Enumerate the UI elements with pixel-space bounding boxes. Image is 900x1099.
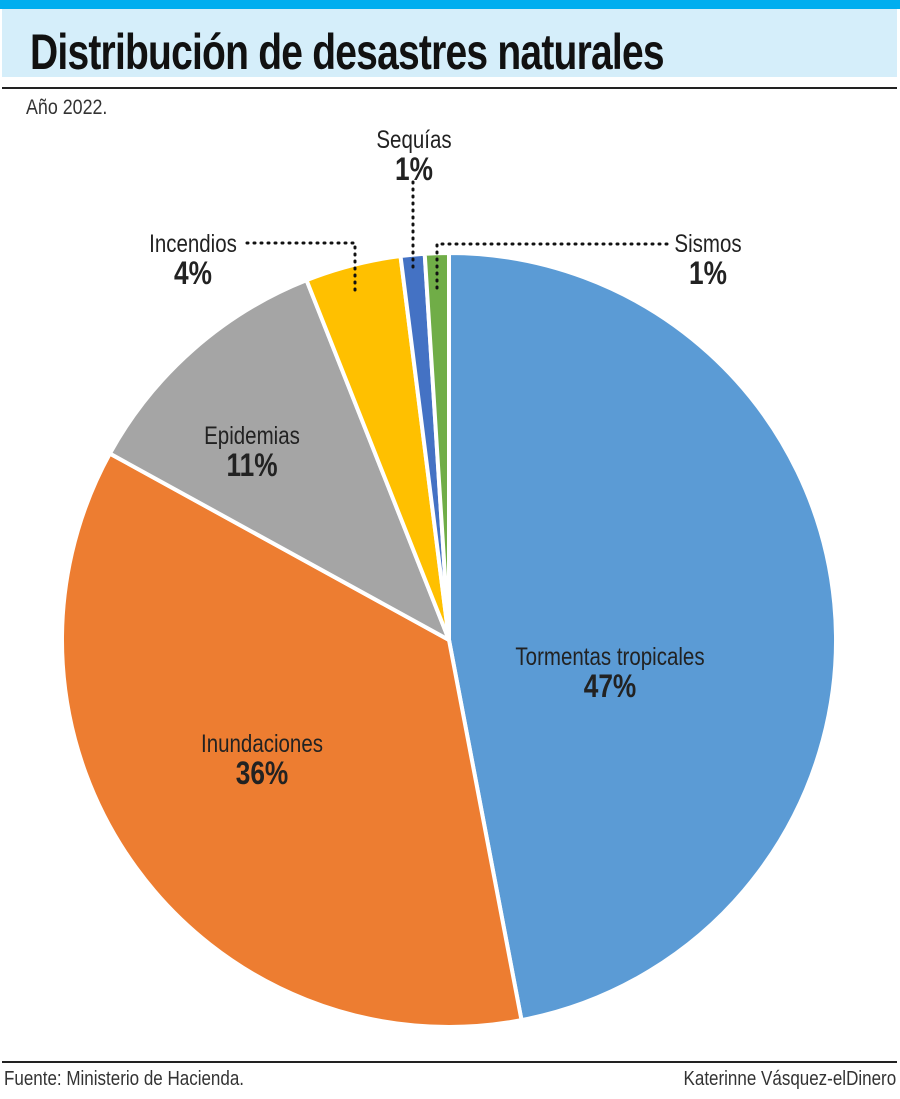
page-title: Distribución de desastres naturales — [30, 24, 665, 80]
slice-label: Sequías — [376, 126, 452, 154]
slice-value: 1% — [689, 255, 727, 291]
slice-value: 11% — [226, 447, 278, 483]
label-sismos: Sismos 1% — [674, 230, 742, 291]
slice-label: Tormentas tropicales — [515, 643, 705, 671]
leader-line-incendios — [245, 241, 357, 294]
label-inundaciones: Inundaciones 36% — [201, 730, 323, 791]
pie-slice-inundaciones — [59, 451, 524, 1029]
slice-label: Incendios — [149, 230, 237, 258]
top-accent-bar — [0, 0, 900, 9]
leader-line-sismos — [435, 242, 669, 292]
header-band: Distribución de desastres naturales — [2, 9, 897, 80]
slice-label: Inundaciones — [201, 730, 323, 758]
label-epidemias: Epidemias 11% — [204, 422, 300, 483]
source-note: Fuente: Ministerio de Hacienda. — [4, 1068, 245, 1090]
slice-value: 4% — [174, 255, 212, 291]
footer-divider — [2, 1061, 897, 1063]
pie-slice-epidemias — [107, 278, 451, 642]
label-tormentas: Tormentas tropicales 47% — [515, 643, 705, 704]
credit: Katerinne Vásquez-elDinero — [683, 1068, 896, 1090]
slice-value: 47% — [583, 668, 637, 704]
label-incendios: Incendios 4% — [149, 230, 237, 291]
slice-value: 36% — [235, 755, 289, 791]
header-divider — [2, 87, 897, 89]
pie-slice-tormentas-tropicales — [447, 251, 839, 1023]
subtitle: Año 2022. — [26, 96, 108, 119]
leader-lines — [245, 180, 669, 294]
label-sequias: Sequías 1% — [376, 126, 452, 187]
slice-label: Epidemias — [204, 422, 300, 450]
slice-label: Sismos — [674, 230, 742, 258]
slice-value: 1% — [395, 151, 433, 187]
